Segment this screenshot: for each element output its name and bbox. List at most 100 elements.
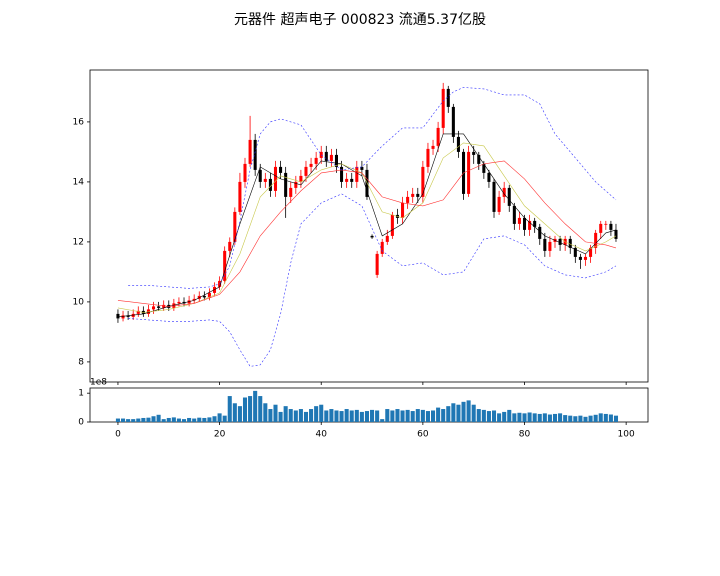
volume-bar [537, 413, 542, 422]
candle-body [477, 154, 481, 164]
candle-body [284, 172, 288, 197]
volume-bar [202, 417, 207, 422]
volume-bar [237, 406, 242, 422]
candle-body [365, 169, 369, 197]
volume-bar [217, 413, 222, 422]
candle-body [604, 223, 608, 225]
volume-bar [517, 412, 522, 422]
candle-body [589, 247, 593, 257]
chart-title: 元器件 超声电子 000823 流通5.37亿股 [234, 12, 486, 28]
volume-bar [151, 416, 156, 422]
volume-bar [410, 411, 415, 422]
x-tick-label: 60 [417, 430, 429, 440]
volume-bar [608, 414, 613, 422]
volume-bar [598, 413, 603, 422]
candle-body [355, 166, 359, 182]
candle-body [502, 187, 506, 197]
volume-bar [481, 409, 486, 422]
y-tick-label: 1 [78, 389, 84, 399]
candle-body [497, 196, 501, 212]
volume-bar [578, 415, 583, 422]
candle-body [273, 166, 278, 191]
volume-bar [593, 414, 598, 422]
candle-body [512, 205, 516, 224]
volume-bar [232, 403, 237, 422]
volume-bar [293, 410, 298, 422]
candle-body [162, 304, 166, 308]
candle-body [238, 181, 242, 212]
candle-body [548, 241, 552, 251]
candle-body [263, 178, 267, 182]
volume-bar [181, 419, 187, 422]
volume-bar [558, 413, 563, 422]
volume-bar [420, 409, 425, 422]
volume-bar [370, 409, 375, 422]
candle-body [401, 202, 405, 218]
candle-body [350, 178, 354, 182]
volume-bar [507, 409, 512, 422]
volume-bar [431, 410, 436, 422]
candle-body [324, 151, 328, 161]
indicator-line [128, 193, 617, 367]
volume-bar [466, 400, 471, 422]
volume-bar [187, 417, 192, 422]
candle-body [609, 223, 613, 230]
volume-bar [344, 409, 349, 422]
y-tick-label: 8 [78, 357, 84, 367]
volume-bar [324, 410, 329, 422]
candle-body [192, 298, 196, 301]
y-tick-label: 16 [73, 117, 85, 127]
candle-body [538, 226, 542, 239]
candle-body [573, 247, 577, 257]
indicator-line [117, 133, 617, 318]
volume-bar [197, 417, 202, 422]
volume-bar [115, 418, 120, 422]
volume-bar [131, 419, 136, 422]
volume-bar [405, 409, 410, 422]
volume-bar [309, 409, 314, 422]
candle-body [406, 196, 410, 203]
candle-body [380, 241, 384, 254]
candle-body [446, 88, 450, 107]
candle-body [568, 238, 572, 248]
candle-body [304, 166, 308, 176]
candle-body [314, 157, 318, 164]
volume-bar [375, 410, 380, 422]
candle-body [517, 217, 521, 224]
volume-bar [497, 413, 502, 422]
volume-bar [512, 413, 517, 422]
volume-bar [552, 413, 558, 422]
price-axes-frame [89, 69, 649, 383]
x-tick-label: 20 [214, 430, 226, 440]
volume-bar [456, 404, 461, 422]
volume-bar [451, 403, 456, 422]
y-tick-label: 14 [73, 177, 85, 187]
candle-body [345, 178, 349, 182]
volume-bar [258, 396, 263, 422]
volume-bar [583, 416, 588, 422]
volume-bar [248, 396, 253, 422]
candle-body [294, 181, 298, 188]
candle-body [482, 163, 486, 173]
volume-bar [476, 409, 481, 422]
candle-body [289, 187, 293, 197]
candle-body [507, 187, 511, 206]
volume-bar [380, 419, 385, 422]
candle-body [375, 253, 379, 275]
volume-bar [126, 419, 131, 422]
y-tick-label: 0 [78, 418, 84, 428]
y-tick-label: 12 [73, 237, 84, 247]
y-tick-label: 10 [73, 297, 85, 307]
candle-body [207, 292, 211, 298]
volume-bar [395, 409, 400, 422]
candle-body [268, 178, 272, 191]
volume-bar [502, 411, 507, 422]
candle-body [436, 127, 440, 146]
candle-body [390, 214, 394, 236]
volume-bar [303, 411, 309, 422]
volume-bar [212, 416, 217, 422]
x-tick-label: 100 [618, 430, 635, 440]
candle-body [416, 193, 420, 197]
candle-body [340, 166, 344, 182]
